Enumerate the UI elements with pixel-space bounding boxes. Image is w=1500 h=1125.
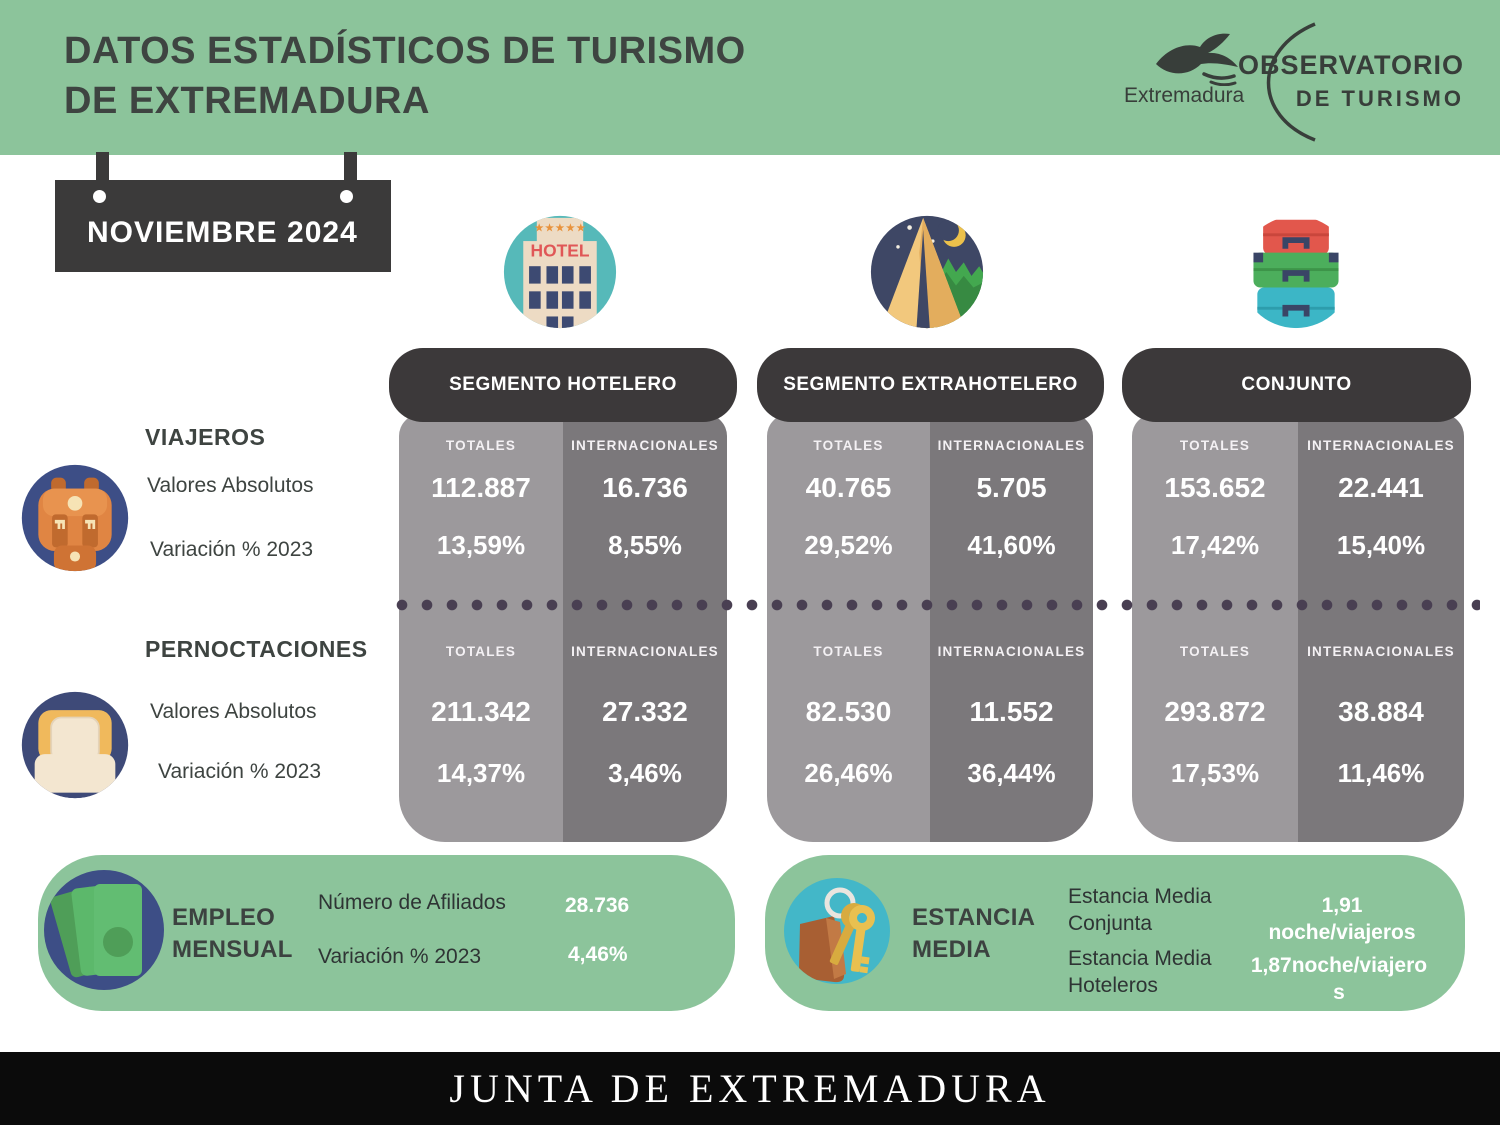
segment-header-conjunto: CONJUNTO [1122,348,1471,422]
suitcases-icon [1253,219,1339,329]
totales-label: TOTALES [1179,644,1251,659]
subcolumn-internacionales: INTERNACIONALES 22.441 15,40% INTERNACIO… [1298,414,1464,842]
hotel-icon: ★★★★★ HOTEL [503,215,617,329]
pernoctaciones-totales-value: 82.530 [805,696,892,727]
estancia-conjunta-label: Estancia Media Conjunta [1068,885,1212,935]
empleo-title: EMPLEO MENSUAL [172,902,293,965]
bed-icon [21,691,129,799]
pernoctaciones-internacionales-value: 11.552 [969,696,1054,727]
internacionales-label: INTERNACIONALES [937,438,1086,453]
pernoctaciones-internacionales-value: 38.884 [1338,696,1424,727]
totales-label: TOTALES [445,644,517,659]
viajeros-internacionales-variacion: 15,40% [1336,530,1426,560]
estancia-title: ESTANCIA MEDIA [912,902,1035,965]
sign-post-right [344,152,357,186]
pernoctaciones-totales-variacion: 17,53% [1170,758,1260,788]
group-title-viajeros: VIAJEROS [145,424,266,450]
viajeros-row-absolutos-label: Valores Absolutos [147,474,314,497]
afiliados-label: Número de Afiliados [318,891,506,914]
viajeros-internacionales-value: 16.736 [602,472,688,503]
sign-nail-right [340,190,353,203]
subcolumn-totales: TOTALES 40.765 29,52% TOTALES 82.530 26,… [767,414,930,842]
pernoctaciones-row-variacion-label: Variación % 2023 [158,760,322,783]
period-sign: NOVIEMBRE 2024 [55,180,391,272]
totales-label: TOTALES [813,644,884,659]
segment-header-extrahotelero: SEGMENTO EXTRAHOTELERO [757,348,1104,422]
tent-icon [870,215,984,329]
footer-text: JUNTA DE EXTREMADURA [449,1066,1051,1111]
subcolumn-totales: TOTALES 153.652 17,42% TOTALES 293.872 1… [1132,414,1298,842]
viajeros-internacionales-variacion: 8,55% [608,530,682,560]
viajeros-totales-value: 40.765 [805,472,892,503]
footer-band: JUNTA DE EXTREMADURA [0,1052,1500,1125]
internacionales-label: INTERNACIONALES [1307,438,1455,453]
empleo-title-line1: EMPLEO [172,904,276,931]
viajeros-internacionales-variacion: 41,60% [967,530,1056,560]
estancia-title-line1: ESTANCIA [912,904,1036,931]
observatorio-line1: OBSERVATORIO [1237,50,1464,80]
viajeros-totales-variacion: 13,59% [436,530,526,560]
period-label: NOVIEMBRE 2024 [87,216,358,249]
sign-nail-left [93,190,106,203]
estancia-hoteleros-value: 1,87noche/viajeros [1250,954,1428,1005]
backpack-icon [21,464,129,572]
viajeros-totales-variacion: 17,42% [1170,530,1260,560]
internacionales-label: INTERNACIONALES [937,644,1086,659]
page-title-line1: DATOS ESTADÍSTICOS DE TURISMO [64,30,746,72]
dotted-divider [395,598,1480,612]
extremadura-wordmark: Extremadura [1124,84,1245,107]
totales-label: TOTALES [1179,438,1251,453]
totales-label: TOTALES [813,438,884,453]
pernoctaciones-internacionales-variacion: 36,44% [967,758,1056,788]
segment-column-extrahotelero: TOTALES 40.765 29,52% TOTALES 82.530 26,… [767,414,1093,842]
estancia-title-line2: MEDIA [912,935,991,963]
observatorio-arc-icon [1266,22,1316,142]
totales-label: TOTALES [445,438,517,453]
viajeros-totales-value: 153.652 [1164,472,1266,503]
viajeros-row-variacion-label: Variación % 2023 [150,538,314,561]
pernoctaciones-row-absolutos-label: Valores Absolutos [150,700,317,723]
pernoctaciones-totales-value: 293.872 [1164,696,1266,727]
money-icon [44,870,164,990]
observatorio-line2: DE TURISMO [1295,86,1464,111]
header-band: DATOS ESTADÍSTICOS DE TURISMO DE EXTREMA… [0,0,1500,155]
pernoctaciones-internacionales-value: 27.332 [602,696,688,727]
pernoctaciones-totales-value: 211.342 [431,696,531,727]
viajeros-internacionales-value: 22.441 [1338,472,1424,503]
pernoctaciones-totales-variacion: 26,46% [804,758,893,788]
empleo-variacion-value: 4,46% [568,943,628,966]
group-title-pernoctaciones: PERNOCTACIONES [145,636,368,662]
afiliados-value: 28.736 [565,894,630,917]
segment-column-hotelero: TOTALES 112.887 13,59% TOTALES 211.342 1… [399,414,727,842]
pernoctaciones-totales-variacion: 14,37% [436,758,526,788]
segment-header-hotelero: SEGMENTO HOTELERO [389,348,737,422]
internacionales-label: INTERNACIONALES [571,644,719,659]
estancia-conjunta-value: 1,91 noche/viajeros [1268,894,1416,945]
viajeros-totales-value: 112.887 [431,472,531,503]
empleo-variacion-label: Variación % 2023 [318,945,482,968]
viajeros-internacionales-value: 5.705 [976,472,1047,503]
estancia-hoteleros-label: Estancia Media Hoteleros [1068,947,1212,997]
page-title: DATOS ESTADÍSTICOS DE TURISMO DE EXTREMA… [64,26,746,126]
segment-column-conjunto: TOTALES 153.652 17,42% TOTALES 293.872 1… [1132,414,1464,842]
subcolumn-internacionales: INTERNACIONALES 5.705 41,60% INTERNACION… [930,414,1093,842]
pernoctaciones-internacionales-variacion: 11,46% [1337,758,1425,788]
bag-keys-icon [784,878,890,984]
viajeros-totales-variacion: 29,52% [804,530,893,560]
observatorio-wordmark: OBSERVATORIO DE TURISMO [1238,50,1464,112]
svg-text:★★★★★: ★★★★★ [534,221,586,234]
empleo-title-line2: MENSUAL [172,935,293,963]
page-title-line2: DE EXTREMADURA [64,80,430,123]
subcolumn-totales: TOTALES 112.887 13,59% TOTALES 211.342 1… [399,414,563,842]
internacionales-label: INTERNACIONALES [1307,644,1455,659]
subcolumn-internacionales: INTERNACIONALES 16.736 8,55% INTERNACION… [563,414,727,842]
svg-text:HOTEL: HOTEL [531,241,590,261]
sign-post-left [96,152,109,186]
pernoctaciones-internacionales-variacion: 3,46% [608,758,682,788]
extremadura-bird-icon [1156,33,1238,86]
internacionales-label: INTERNACIONALES [571,438,719,453]
